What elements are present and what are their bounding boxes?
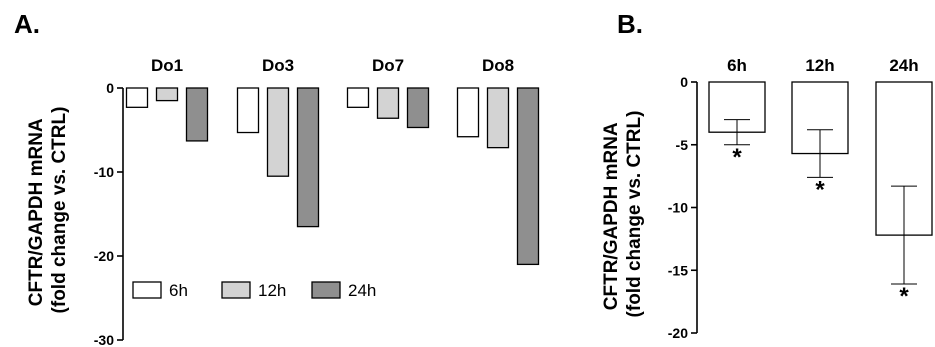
panel-a-y-tick-label: -10 [94,164,114,180]
significance-marker: * [815,176,825,203]
legend-label: 6h [169,281,188,300]
panel-a-y-axis-label: CFTR/GAPDH mRNA (fold change vs. CTRL) [26,107,70,314]
panel-a-bar [155,87,179,102]
legend-label: 12h [258,281,286,300]
panel-b-y-tick-label: -5 [676,137,689,153]
legend-label: 24h [348,281,376,300]
panel-a-bar [406,87,430,129]
panel-a-bar [296,87,320,228]
panel-b-y-axis-label-line-1: CFTR/GAPDH mRNA [601,122,622,310]
panel-b-y-tick-label: -15 [668,262,688,278]
panel-a-bar [376,87,400,119]
panel-a-y-tick-label: -20 [94,248,114,264]
panel-a-bar [125,87,149,108]
panel-a-bar [236,87,260,134]
panel-a-y-tick-label: -30 [94,332,114,347]
panel-b-y-tick-label: 0 [680,74,688,90]
panel-a-y-axis-label-line-1: CFTR/GAPDH mRNA [26,118,47,306]
panel-b-category-label: 24h [889,56,918,75]
panel-b-y-tick-label: -20 [668,325,688,341]
legend-swatch [221,281,251,299]
panel-a-category-label: Do7 [372,56,404,75]
panel-b-y-tick-label: -10 [668,200,688,216]
panel-a-bar [516,87,540,266]
panel-a-bar [346,87,370,108]
panel-a-bar [456,87,480,138]
panel-a-y-axis-label-line-2: (fold change vs. CTRL) [49,107,70,314]
panel-a-category-label: Do1 [151,56,183,75]
legend-swatch [132,281,162,299]
panel-a-category-label: Do3 [262,56,294,75]
panel-b-y-axis-label: CFTR/GAPDH mRNA (fold change vs. CTRL) [601,111,645,318]
panel-b-y-axis-label-line-2: (fold change vs. CTRL) [624,111,645,318]
panel-a-bar-chart: 0 -10 -20 -30 Do1 Do3 Do7 Do8 6h 12h 24h [94,56,540,347]
panel-a-bar [185,87,209,142]
panel-b-category-label: 12h [805,56,834,75]
legend-swatch [311,281,341,299]
panel-b-category-label: 6h [727,56,747,75]
panel-a-bar [486,87,510,149]
panel-a-y-tick-label: 0 [106,80,114,96]
panel-a-bar [266,87,290,177]
panel-b-label: B. [617,9,643,39]
significance-marker: * [899,283,909,310]
panel-a-label: A. [14,9,40,39]
panel-b-bar-chart: 0 -5 -10 -15 -20 6h * 12h * 24h * [668,56,933,341]
significance-marker: * [732,144,742,171]
panel-a-category-label: Do8 [482,56,514,75]
